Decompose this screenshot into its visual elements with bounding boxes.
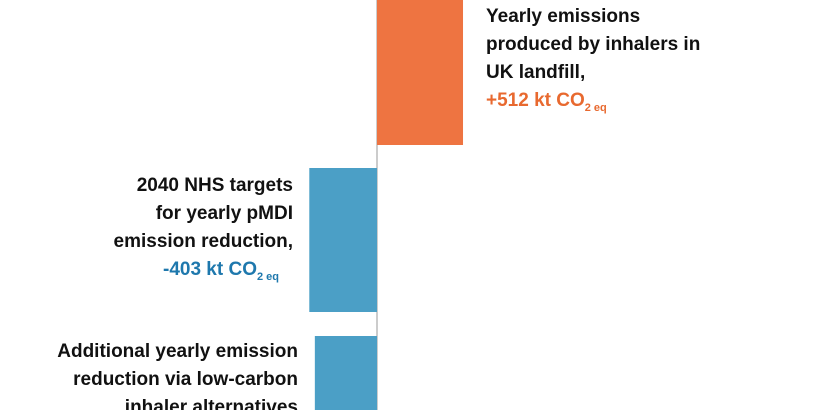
- category-label: emission reduction,: [114, 231, 293, 252]
- category-label: produced by inhalers in: [486, 34, 700, 55]
- bar: [309, 168, 377, 312]
- category-label: UK landfill,: [486, 62, 585, 83]
- value-label: -403 kt CO2 eq: [163, 259, 279, 283]
- category-label: 2040 NHS targets: [137, 175, 293, 196]
- category-label: Yearly emissions: [486, 6, 640, 27]
- category-label: reduction via low-carbon: [73, 369, 298, 390]
- bar: [377, 0, 464, 145]
- bar: [314, 336, 377, 410]
- value-label-subscript: 2 eq: [257, 271, 279, 283]
- value-label-subscript: 2 eq: [585, 102, 607, 114]
- value-label: +512 kt CO2 eq: [486, 90, 607, 114]
- category-label: Additional yearly emission: [57, 341, 298, 362]
- value-label-main: +512 kt CO: [486, 90, 585, 111]
- value-label-main: -403 kt CO: [163, 259, 257, 280]
- category-label: inhaler alternatives: [125, 397, 298, 410]
- category-label: for yearly pMDI: [156, 203, 293, 224]
